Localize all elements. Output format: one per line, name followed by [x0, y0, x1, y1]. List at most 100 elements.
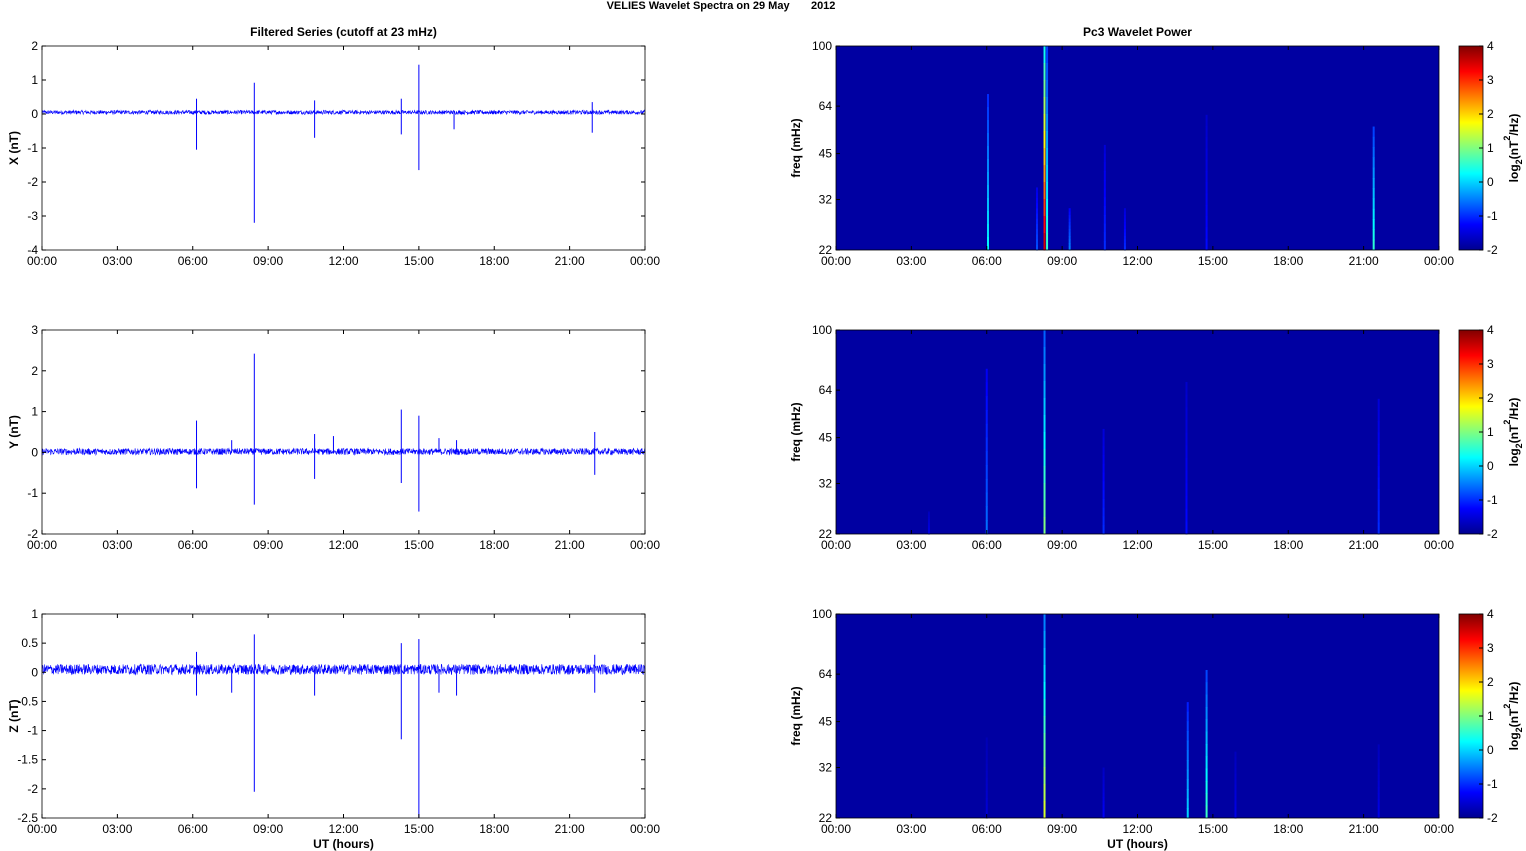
heatmap-streak-cell [1043, 500, 1046, 518]
heatmap-streak-cell [1103, 197, 1106, 207]
x-tick-label: 09:00 [253, 538, 283, 552]
heatmap-streak-cell [1043, 165, 1046, 183]
heatmap-streak-cell [1234, 751, 1237, 758]
heatmap-streak-cell [1185, 483, 1188, 497]
y-tick-label: 64 [819, 383, 833, 397]
heatmap-streak-cell [1068, 229, 1071, 234]
heatmap-streak-cell [1043, 131, 1046, 149]
y-tick-label: 22 [819, 243, 833, 257]
heatmap-streak-cell [985, 437, 988, 452]
heatmap-streak-cell [1043, 699, 1046, 717]
x-tick-label: 09:00 [1047, 822, 1077, 836]
heatmap-streak-cell [1043, 114, 1046, 132]
panel-title: Filtered Series (cutoff at 23 mHz) [250, 25, 437, 39]
heatmap-streak-cell [1102, 805, 1105, 811]
y-tick-label: 100 [812, 323, 832, 337]
colorbar-tick-label: 4 [1487, 607, 1494, 621]
heatmap-streak-cell [1103, 214, 1106, 225]
heatmap-streak-cell [1043, 665, 1046, 683]
panel-title: Pc3 Wavelet Power [1083, 25, 1192, 39]
heatmap-streak-cell [1372, 157, 1375, 169]
heatmap-streak-cell [1123, 225, 1126, 230]
heatmap-streak-cell [1043, 63, 1046, 81]
heatmap-streak-cell [927, 513, 930, 516]
heatmap-streak-cell [1068, 211, 1071, 216]
heatmap-streak-cell [1102, 780, 1105, 785]
x-tick-label: 18:00 [479, 822, 509, 836]
heatmap-streak-cell [927, 515, 930, 518]
heatmap-streak-cell [1205, 159, 1208, 172]
heatmap-streak-cell [1102, 446, 1105, 456]
heatmap-streak-cell [1234, 812, 1237, 819]
heatmap-streak-cell [1186, 760, 1189, 771]
y-tick-label: -3 [27, 209, 38, 223]
heatmap-streak-cell [1046, 114, 1049, 132]
heatmap-streak-cell [1102, 472, 1105, 482]
x-tick-label: 03:00 [896, 538, 926, 552]
heatmap-streak-cell [1046, 131, 1049, 149]
series-line [41, 447, 646, 456]
heatmap-streak-cell [1372, 126, 1375, 138]
heatmap-streak-cell [1205, 238, 1208, 251]
x-tick-label: 21:00 [555, 538, 585, 552]
heatmap-streak-cell [987, 198, 990, 212]
x-tick-label: 12:00 [1122, 822, 1152, 836]
y-tick-label: 0 [31, 445, 38, 459]
x-tick-label: 06:00 [178, 822, 208, 836]
y-tick-label: 64 [819, 667, 833, 681]
y-tick-label: 0.5 [21, 636, 38, 650]
heatmap-streak-cell [1043, 733, 1046, 751]
plot-area [42, 46, 645, 250]
heatmap-streak-cell [1205, 171, 1208, 183]
colorbar-tick-label: 4 [1487, 323, 1494, 337]
heatmap-streak-cell [1068, 236, 1071, 241]
colorbar-label-part: /Hz) [1507, 682, 1521, 704]
x-tick-label: 18:00 [1273, 254, 1303, 268]
heatmap-streak-cell [1102, 490, 1105, 500]
heatmap-streak-cell [987, 133, 990, 147]
heatmap-streak-cell [1043, 483, 1046, 501]
heatmap-streak-cell [1036, 192, 1038, 199]
heatmap-streak-cell [1372, 198, 1375, 210]
heatmap-streak-cell [1372, 167, 1375, 179]
heatmap-streak-cell [1205, 216, 1208, 228]
heatmap-streak-cell [927, 526, 930, 529]
line-panel-z: 10.50-0.5-1-1.5-2-2.500:00 03:00 06:00 09:0… [7, 607, 660, 851]
colorbar-tick-label: 1 [1487, 141, 1494, 155]
x-tick-label: 00:00 [1424, 254, 1454, 268]
heatmap-streak-cell [1103, 232, 1106, 242]
heatmap-streak-cell [985, 791, 988, 799]
x-tick-label: 00:00 [27, 254, 57, 268]
colorbar-tick-label: -1 [1487, 777, 1498, 791]
x-tick-label: 00:00 [821, 822, 851, 836]
heatmap-streak-cell [1205, 227, 1208, 240]
heatmap-streak-cell [1377, 811, 1380, 819]
y-tick-label: 3 [31, 323, 38, 337]
colorbar-label-part: 2 [1514, 727, 1524, 732]
heatmap-streak-cell [927, 518, 930, 522]
heatmap-streak-cell [1372, 219, 1375, 230]
heatmap-streak-cell [985, 757, 988, 765]
heatmap-streak-cell [1043, 148, 1046, 166]
heatmap-streak-cell [1102, 455, 1105, 465]
x-tick-label: 00:00 [27, 538, 57, 552]
heatmap-streak-cell [927, 530, 930, 533]
heatmap-streak-cell [1043, 330, 1046, 348]
heatmap-streak-cell [1043, 233, 1046, 251]
y-axis-label: freq (mHz) [789, 118, 803, 177]
y-tick-label: -1 [27, 724, 38, 738]
heatmap-streak-cell [1102, 788, 1105, 794]
heatmap-streak-cell [1123, 208, 1126, 213]
heatmap-streak-cell [1036, 213, 1038, 220]
colorbar-label: log2(nT2/Hz) [1502, 398, 1524, 467]
heatmap-streak-cell [1103, 206, 1106, 216]
x-tick-label: 03:00 [102, 822, 132, 836]
heatmap-streak-cell [1185, 508, 1188, 522]
heatmap-streak-cell [1046, 216, 1049, 234]
heatmap-streak-cell [1205, 768, 1208, 782]
heatmap-streak-cell [1185, 445, 1188, 459]
heatmap-streak-cell [1377, 522, 1380, 535]
colorbar-label-part: /Hz) [1507, 114, 1521, 136]
x-tick-label: 06:00 [972, 538, 1002, 552]
heatmap-background [836, 330, 1439, 534]
